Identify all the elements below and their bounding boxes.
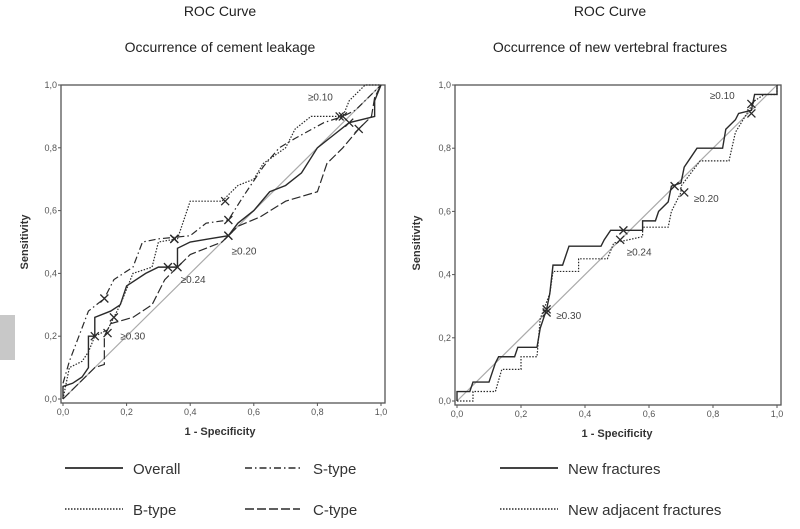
cutoff-annotation: ≥0.10 (308, 93, 333, 104)
y-tick-label: 0,6 (438, 206, 451, 216)
cutoff-marker (679, 187, 689, 197)
cutoff-annotation: ≥0.20 (694, 194, 719, 205)
cutoff-marker (746, 99, 756, 109)
cutoff-annotation: ≥0.20 (232, 247, 257, 258)
legend-label: New adjacent fractures (568, 502, 721, 519)
cutoff-marker (103, 328, 112, 338)
y-tick-label: 1,0 (438, 80, 451, 90)
cutoff-marker (223, 215, 233, 225)
right-chart-subtitle: Occurrence of new vertebral fractures (493, 39, 727, 55)
x-axis-label: 1 - Specificity (185, 426, 257, 438)
x-tick-label: 0,0 (57, 407, 70, 417)
right-chart-title: ROC Curve (574, 3, 647, 19)
x-tick-label: 0,8 (707, 409, 720, 419)
y-tick-label: 1,0 (44, 80, 57, 90)
cutoff-annotation: ≥0.30 (120, 331, 145, 342)
cutoff-marker (220, 196, 230, 206)
plot-frame (454, 84, 782, 406)
cutoff-marker (354, 124, 364, 134)
y-tick-label: 0,6 (44, 206, 57, 216)
y-axis-label: Sensitivity (19, 214, 31, 270)
y-axis-label: Sensitivity (411, 215, 423, 271)
x-tick-label: 0,6 (248, 407, 261, 417)
x-tick-label: 0,2 (515, 409, 528, 419)
cutoff-marker (542, 304, 552, 314)
y-tick-label: 0,0 (44, 394, 57, 404)
cutoff-marker (542, 308, 552, 317)
cutoff-marker (615, 235, 625, 245)
left-chart-subtitle: Occurrence of cement leakage (125, 39, 316, 55)
plot-frame (60, 84, 386, 404)
side-tab-decoration (0, 315, 15, 360)
x-tick-label: 0,6 (643, 409, 656, 419)
x-tick-label: 0,0 (451, 409, 464, 419)
cutoff-marker (746, 108, 756, 118)
y-tick-label: 0,8 (438, 143, 451, 153)
cutoff-marker (670, 181, 680, 191)
y-tick-label: 0,2 (44, 331, 57, 341)
x-tick-label: 1,0 (375, 407, 388, 417)
legend-label: S-type (313, 461, 356, 478)
y-tick-label: 0,4 (44, 268, 57, 278)
right-roc-chart: 0,0 0,2 0,4 0,6 0,8 1,0 0,0 0,2 0,4 0,6 0,8 1,0 1 - … (411, 80, 783, 440)
cutoff-marker (90, 331, 100, 341)
series-line-c-type (62, 84, 382, 400)
cutoff-marker (169, 234, 179, 244)
x-axis-label: 1 - Specificity (582, 428, 654, 440)
legend-label: Overall (133, 461, 181, 478)
x-tick-label: 0,4 (184, 407, 197, 417)
cutoff-marker (335, 111, 345, 121)
cutoff-annotation: ≥0.24 (627, 248, 652, 259)
left-chart-title: ROC Curve (184, 3, 257, 19)
series-line-b-type (62, 84, 381, 400)
x-tick-label: 0,8 (311, 407, 324, 417)
cutoff-marker (163, 262, 173, 272)
cutoff-annotation: ≥0.24 (181, 275, 206, 286)
legend-label: New fractures (568, 461, 661, 478)
left-roc-chart: 0,0 0,2 0,4 0,6 0,8 1,0 0,0 0,2 0,4 0,6 0,8 1,0 1 - … (19, 80, 387, 438)
cutoff-marker (99, 294, 109, 303)
x-tick-label: 0,4 (579, 409, 592, 419)
y-tick-label: 0,4 (438, 270, 451, 280)
cutoff-annotation: ≥0.30 (556, 311, 581, 322)
cutoff-annotation: ≥0.10 (710, 91, 735, 102)
cutoff-marker (109, 312, 119, 322)
cutoff-marker (618, 225, 628, 235)
legend-label: B-type (133, 502, 176, 519)
cutoff-marker (338, 111, 348, 121)
cutoff-marker (223, 231, 233, 241)
series-line-new-fractures (456, 85, 778, 401)
series-line-overall (62, 84, 382, 399)
series-line-s-type (62, 84, 382, 384)
y-tick-label: 0,8 (44, 143, 57, 153)
x-tick-label: 0,2 (120, 407, 133, 417)
legend-label: C-type (313, 502, 357, 519)
legend: Overall S-type B-type C-type New fractures Ne… (65, 461, 721, 519)
y-tick-label: 0,2 (438, 333, 451, 343)
cutoff-marker (173, 262, 182, 272)
y-tick-label: 0,0 (438, 396, 451, 406)
x-tick-label: 1,0 (771, 409, 784, 419)
